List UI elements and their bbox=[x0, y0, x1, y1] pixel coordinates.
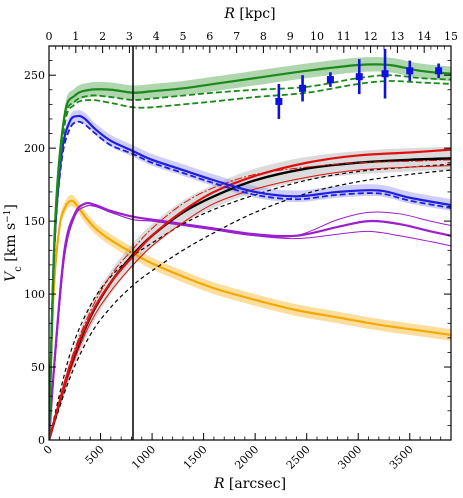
x-tick-label-top: 12 bbox=[364, 30, 378, 43]
observed-point-3 bbox=[355, 73, 363, 81]
y-tick-label: 100 bbox=[24, 288, 45, 301]
y-axis-label: Vc [km s−1] bbox=[3, 204, 24, 282]
x-tick-label-top: 9 bbox=[287, 30, 294, 43]
series-line-gas bbox=[49, 201, 451, 440]
x-tick-label-top: 7 bbox=[233, 30, 240, 43]
series-line-halo_red_thin_2 bbox=[49, 165, 451, 440]
series-line-halo_red bbox=[49, 148, 451, 440]
band-stellar_disk bbox=[49, 110, 451, 440]
series-lines bbox=[49, 63, 451, 440]
x-tick-label-bottom: 500 bbox=[83, 443, 107, 467]
x-tick-label-top: 11 bbox=[337, 30, 351, 43]
x-tick-label-top: 4 bbox=[153, 30, 160, 43]
x-tick-label-top: 13 bbox=[390, 30, 404, 43]
x-tick-label-top: 15 bbox=[444, 30, 458, 43]
observed-points bbox=[275, 48, 443, 119]
x-tick-label-bottom: 1000 bbox=[129, 443, 158, 472]
x-tick-label-top: 2 bbox=[99, 30, 106, 43]
series-line-total_dashed_2 bbox=[49, 80, 451, 440]
observed-point-4 bbox=[381, 70, 389, 78]
band-total bbox=[49, 56, 451, 440]
x-tick-label-top: 10 bbox=[310, 30, 324, 43]
x-tick-label-top: 14 bbox=[417, 30, 431, 43]
x-tick-label-bottom: 2000 bbox=[232, 443, 261, 472]
x-tick-label-top: 3 bbox=[126, 30, 133, 43]
observed-point-6 bbox=[435, 67, 443, 75]
x-tick-label-bottom: 3000 bbox=[335, 443, 364, 472]
series-line-total bbox=[49, 63, 451, 440]
x-tick-label-top: 5 bbox=[180, 30, 187, 43]
observed-point-1 bbox=[299, 84, 307, 92]
series-line-total_dashed_1 bbox=[49, 74, 451, 440]
x-tick-label-top: 1 bbox=[72, 30, 79, 43]
series-line-halo_black_dashed_1 bbox=[49, 163, 451, 440]
x-tick-label-bottom: 1500 bbox=[181, 443, 210, 472]
y-tick-label: 200 bbox=[24, 142, 45, 155]
observed-point-5 bbox=[406, 67, 414, 75]
x-tick-label-top: 0 bbox=[46, 30, 53, 43]
y-tick-label: 250 bbox=[24, 69, 45, 82]
x-tick-label-bottom: 3500 bbox=[387, 443, 416, 472]
uncertainty-bands bbox=[49, 56, 451, 440]
x-tick-label-top: 8 bbox=[260, 30, 267, 43]
x-tick-label-top: 6 bbox=[206, 30, 213, 43]
y-tick-label: 50 bbox=[31, 361, 45, 374]
observed-point-0 bbox=[275, 97, 283, 105]
x-axis-label-top: R [kpc] bbox=[223, 6, 275, 22]
series-line-bulge bbox=[49, 199, 451, 440]
y-tick-label: 0 bbox=[38, 434, 45, 447]
y-tick-label: 150 bbox=[24, 215, 45, 228]
x-tick-label-bottom: 2500 bbox=[284, 443, 313, 472]
x-axis-label-bottom: R [arcsec] bbox=[213, 476, 286, 492]
observed-point-2 bbox=[326, 76, 334, 84]
series-line-halo_black_dashed_2 bbox=[49, 169, 451, 440]
band-bulge bbox=[49, 194, 451, 440]
